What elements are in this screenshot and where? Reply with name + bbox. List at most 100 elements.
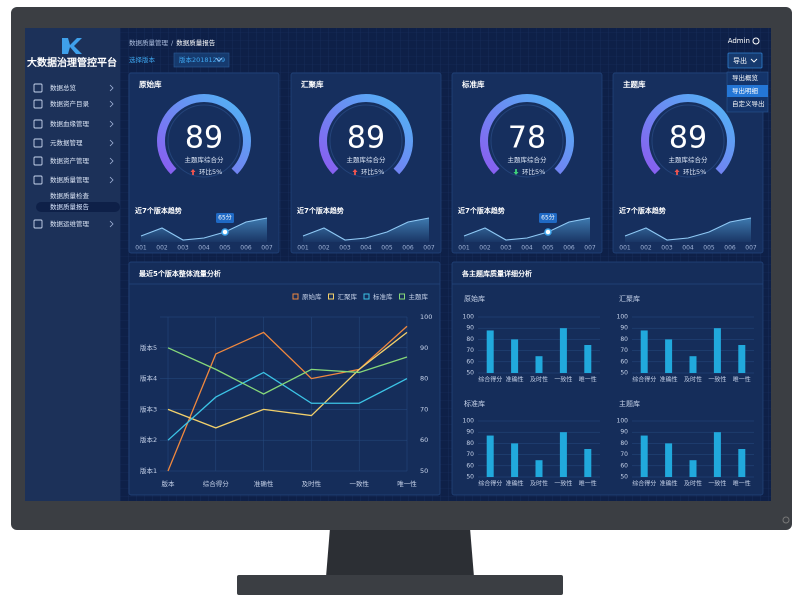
gauge-track	[641, 94, 735, 175]
change-label: 环比5%	[361, 167, 384, 176]
x-tick-label: 唯一性	[579, 376, 597, 384]
y-tick-label: 60	[620, 462, 628, 469]
logo	[62, 38, 82, 54]
gauge-track	[319, 94, 413, 175]
trend-x-label: 006	[240, 245, 252, 252]
bar	[559, 432, 567, 477]
bar	[535, 356, 543, 373]
panel-title: 最近5个版本整体流量分析	[139, 269, 221, 278]
bar	[713, 432, 721, 477]
chart-title: 主题库	[619, 399, 640, 408]
trend-x-label: 001	[458, 245, 470, 252]
monitor-neck	[326, 528, 474, 577]
x-tick-label: 及时性	[530, 376, 548, 384]
gauge-inner	[651, 104, 725, 178]
menu-icon	[33, 175, 43, 185]
x-tick-label: 综合得分	[632, 480, 656, 488]
app-title: 大数据治理管控平台	[27, 56, 117, 69]
menu-item[interactable]: 数据质量检查	[50, 191, 90, 200]
y-tick-label: 90	[620, 325, 628, 332]
change-arrow	[674, 169, 680, 175]
x-tick-label: 版本	[162, 479, 176, 488]
x-tick-label: 及时性	[302, 479, 322, 488]
menu-item[interactable]: 元数据管理	[50, 138, 83, 147]
chart-title: 汇聚库	[619, 294, 640, 303]
menu-item[interactable]: 数据质量报告	[50, 202, 90, 211]
trend-title: 近7个版本趋势	[135, 206, 182, 215]
legend-label[interactable]: 原始库	[302, 292, 322, 301]
x-tick-label: 唯一性	[579, 480, 597, 488]
y-tick-label: 80	[620, 440, 628, 447]
export-item[interactable]: 导出概览	[732, 73, 759, 82]
x-tick-label: 准确性	[660, 376, 678, 384]
y-tick-label: 80	[466, 336, 474, 343]
menu-chevron	[109, 220, 114, 228]
monitor-base	[237, 575, 563, 595]
export-label[interactable]: 导出	[733, 56, 747, 65]
x-tick-label: 准确性	[254, 479, 274, 488]
y-tick-label: 90	[420, 344, 428, 352]
menu-item[interactable]: 数据资产管理	[50, 156, 90, 165]
user-name[interactable]: Admin	[728, 37, 750, 45]
legend-marker	[399, 293, 405, 300]
y-tick-label: 60	[466, 462, 474, 469]
change-label: 环比5%	[199, 167, 222, 176]
x-tick-label: 及时性	[530, 480, 548, 488]
bar	[689, 460, 697, 477]
y-category-label: 版本3	[140, 404, 157, 413]
export-item[interactable]: 导出明细	[732, 86, 759, 95]
trend-x-label: 004	[360, 245, 372, 252]
trend-line	[140, 217, 268, 241]
x-tick-label: 及时性	[684, 376, 702, 384]
trend-x-label: 004	[198, 245, 210, 252]
y-tick-label: 60	[620, 358, 628, 365]
menu-item[interactable]: 数据血缘管理	[50, 119, 90, 128]
export-button[interactable]	[727, 52, 763, 69]
power-button[interactable]	[782, 516, 790, 524]
breadcrumb[interactable]: 数据质量管理	[129, 38, 169, 47]
legend-label[interactable]: 汇聚库	[338, 292, 358, 301]
legend-label[interactable]: 主题库	[409, 292, 429, 301]
bar	[486, 435, 494, 477]
trend-x-label: 003	[339, 245, 351, 252]
trend-x-label: 006	[563, 245, 575, 252]
tooltip-bg	[539, 213, 557, 223]
tooltip-bg	[216, 213, 234, 223]
x-tick-label: 综合得分	[203, 479, 230, 488]
y-tick-label: 50	[620, 370, 628, 377]
y-tick-label: 80	[466, 440, 474, 447]
score: 89	[347, 121, 385, 156]
export-item-active	[727, 85, 768, 97]
version-value[interactable]: 版本20181209	[179, 55, 225, 64]
chart-title: 标准库	[464, 399, 485, 408]
bar	[511, 339, 519, 373]
trend-x-label: 007	[261, 245, 273, 252]
change-label: 环比5%	[683, 167, 706, 176]
version-select[interactable]	[173, 52, 230, 68]
version-label: 选择版本	[129, 55, 156, 64]
export-item[interactable]: 自定义导出	[732, 99, 765, 108]
change-arrow	[513, 169, 519, 175]
x-tick-label: 唯一性	[397, 479, 417, 488]
trend-line	[463, 217, 591, 241]
menu-item[interactable]: 数据质量管理	[50, 175, 90, 184]
logout-icon[interactable]	[752, 37, 760, 45]
y-tick-label: 100	[420, 313, 432, 321]
tooltip-label: 65分	[218, 214, 232, 222]
score: 89	[669, 121, 707, 156]
select-chevron	[215, 57, 223, 62]
menu-item[interactable]: 数据资产目录	[50, 99, 90, 108]
menu-item[interactable]: 数据运维管理	[50, 219, 90, 228]
menu-item[interactable]: 数据总览	[50, 83, 77, 92]
gauge-inner	[167, 104, 241, 178]
trend-line	[302, 217, 430, 241]
trend-x-label: 007	[745, 245, 757, 252]
trend-x-label: 003	[177, 245, 189, 252]
trend-title: 近7个版本趋势	[458, 206, 505, 215]
legend-label[interactable]: 标准库	[373, 292, 393, 301]
breadcrumb-separator: /	[171, 39, 174, 47]
sidebar	[25, 28, 120, 501]
trend-x-label: 003	[661, 245, 673, 252]
y-tick-label: 100	[617, 418, 629, 425]
bar	[486, 330, 494, 373]
